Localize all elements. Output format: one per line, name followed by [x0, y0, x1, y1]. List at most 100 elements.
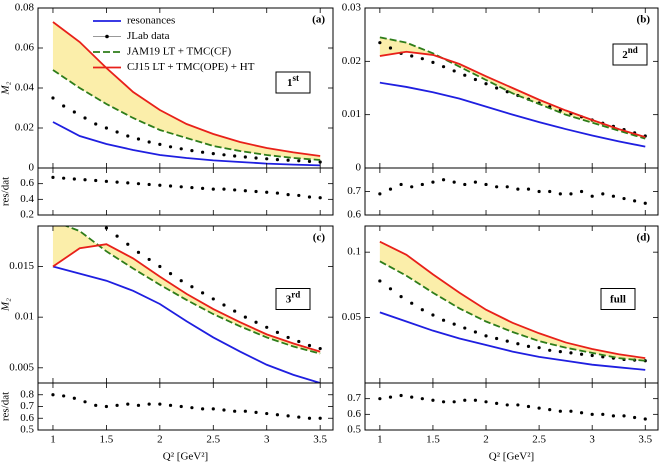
line — [379, 81, 646, 148]
line — [52, 69, 321, 161]
data-point — [201, 186, 205, 190]
data-point — [211, 187, 215, 191]
moment-number: 1 — [287, 77, 293, 89]
data-point — [265, 157, 269, 161]
x-tick-label: 3.5 — [638, 434, 652, 446]
moment-number: 3 — [286, 293, 292, 305]
moment-suffix: rd — [291, 290, 300, 300]
data-point — [590, 194, 594, 198]
data-point — [104, 179, 109, 183]
data-point — [94, 403, 98, 407]
data-point — [243, 409, 247, 413]
data-point — [307, 416, 312, 420]
line — [52, 265, 321, 383]
data-point — [51, 199, 54, 202]
y-tick-label: 0.8 — [20, 388, 34, 400]
y-tick-label: 0.04 — [15, 82, 35, 94]
panel-label: (a) — [312, 14, 325, 26]
moment-box — [275, 71, 311, 94]
data-point — [388, 187, 393, 191]
data-point — [601, 192, 605, 196]
data-point — [73, 209, 76, 212]
data-point — [410, 54, 414, 58]
data-point — [463, 326, 467, 330]
data-point — [147, 182, 151, 187]
data-point — [62, 104, 66, 108]
data-point — [136, 182, 141, 186]
data-point — [601, 412, 605, 416]
data-point — [158, 264, 162, 269]
data-point — [643, 201, 647, 205]
data-point — [378, 192, 382, 196]
data-point — [62, 394, 66, 398]
line — [52, 243, 321, 353]
data-point — [441, 65, 446, 69]
data-point — [243, 315, 247, 319]
frame — [37, 382, 334, 431]
data-point — [622, 196, 626, 201]
data-point — [579, 189, 584, 194]
y-tick-label: 0.7 — [347, 185, 361, 197]
data-point — [275, 191, 280, 195]
data-point — [286, 335, 290, 340]
data-point — [431, 180, 435, 184]
x-tick-label: 3 — [589, 434, 595, 446]
data-point — [275, 158, 280, 162]
data-point — [484, 400, 488, 404]
data-point — [286, 193, 290, 197]
data-point — [569, 351, 573, 355]
x-tick-label: 2 — [483, 434, 489, 446]
data-point — [254, 320, 258, 324]
data-point — [399, 393, 403, 398]
y-tick-label: 0.015 — [9, 260, 34, 272]
data-point — [484, 334, 488, 338]
data-point — [94, 122, 98, 126]
data-point — [318, 416, 322, 420]
y-tick-label: 0.03 — [342, 2, 362, 14]
data-point — [83, 116, 87, 120]
data-point — [254, 189, 258, 194]
frame — [364, 167, 659, 216]
moment-box — [612, 43, 648, 66]
panel-label: (d) — [637, 232, 651, 244]
data-point — [484, 82, 488, 86]
plot-area — [378, 178, 647, 205]
x-tick-label: 2 — [157, 434, 163, 446]
data-point — [307, 343, 312, 348]
data-point — [179, 279, 183, 283]
data-point — [126, 134, 130, 138]
y-tick-label: 0.005 — [9, 361, 34, 373]
panel-label: (b) — [637, 14, 651, 26]
moment-label: 2nd — [622, 45, 638, 60]
data-point — [51, 175, 55, 179]
data-point — [516, 342, 520, 346]
data-point — [243, 155, 247, 159]
data-point — [548, 348, 552, 352]
data-point — [633, 199, 637, 203]
data-point — [222, 303, 226, 307]
data-point — [115, 403, 119, 407]
data-point — [388, 287, 393, 291]
data-point — [275, 413, 280, 417]
data-point — [526, 404, 531, 409]
data-point — [410, 301, 414, 305]
y-tick-label: 0 — [29, 162, 35, 174]
data-point — [275, 330, 280, 334]
data-point — [233, 154, 237, 158]
data-point — [579, 411, 584, 415]
data-point — [94, 178, 98, 183]
data-point — [516, 403, 520, 407]
data-point — [452, 400, 456, 404]
line — [52, 21, 321, 157]
data-point — [558, 192, 562, 196]
legend-swatch — [105, 34, 109, 39]
legend-label: CJ15 LT + TMC(OPE) + HT — [127, 61, 255, 73]
data-point — [388, 46, 393, 50]
data-point — [126, 402, 130, 406]
data-point — [265, 411, 269, 416]
data-point — [222, 153, 226, 157]
data-point — [463, 398, 467, 402]
plot-area — [378, 240, 647, 371]
y-tick-label: 0.01 — [15, 311, 34, 323]
data-point — [179, 185, 183, 189]
